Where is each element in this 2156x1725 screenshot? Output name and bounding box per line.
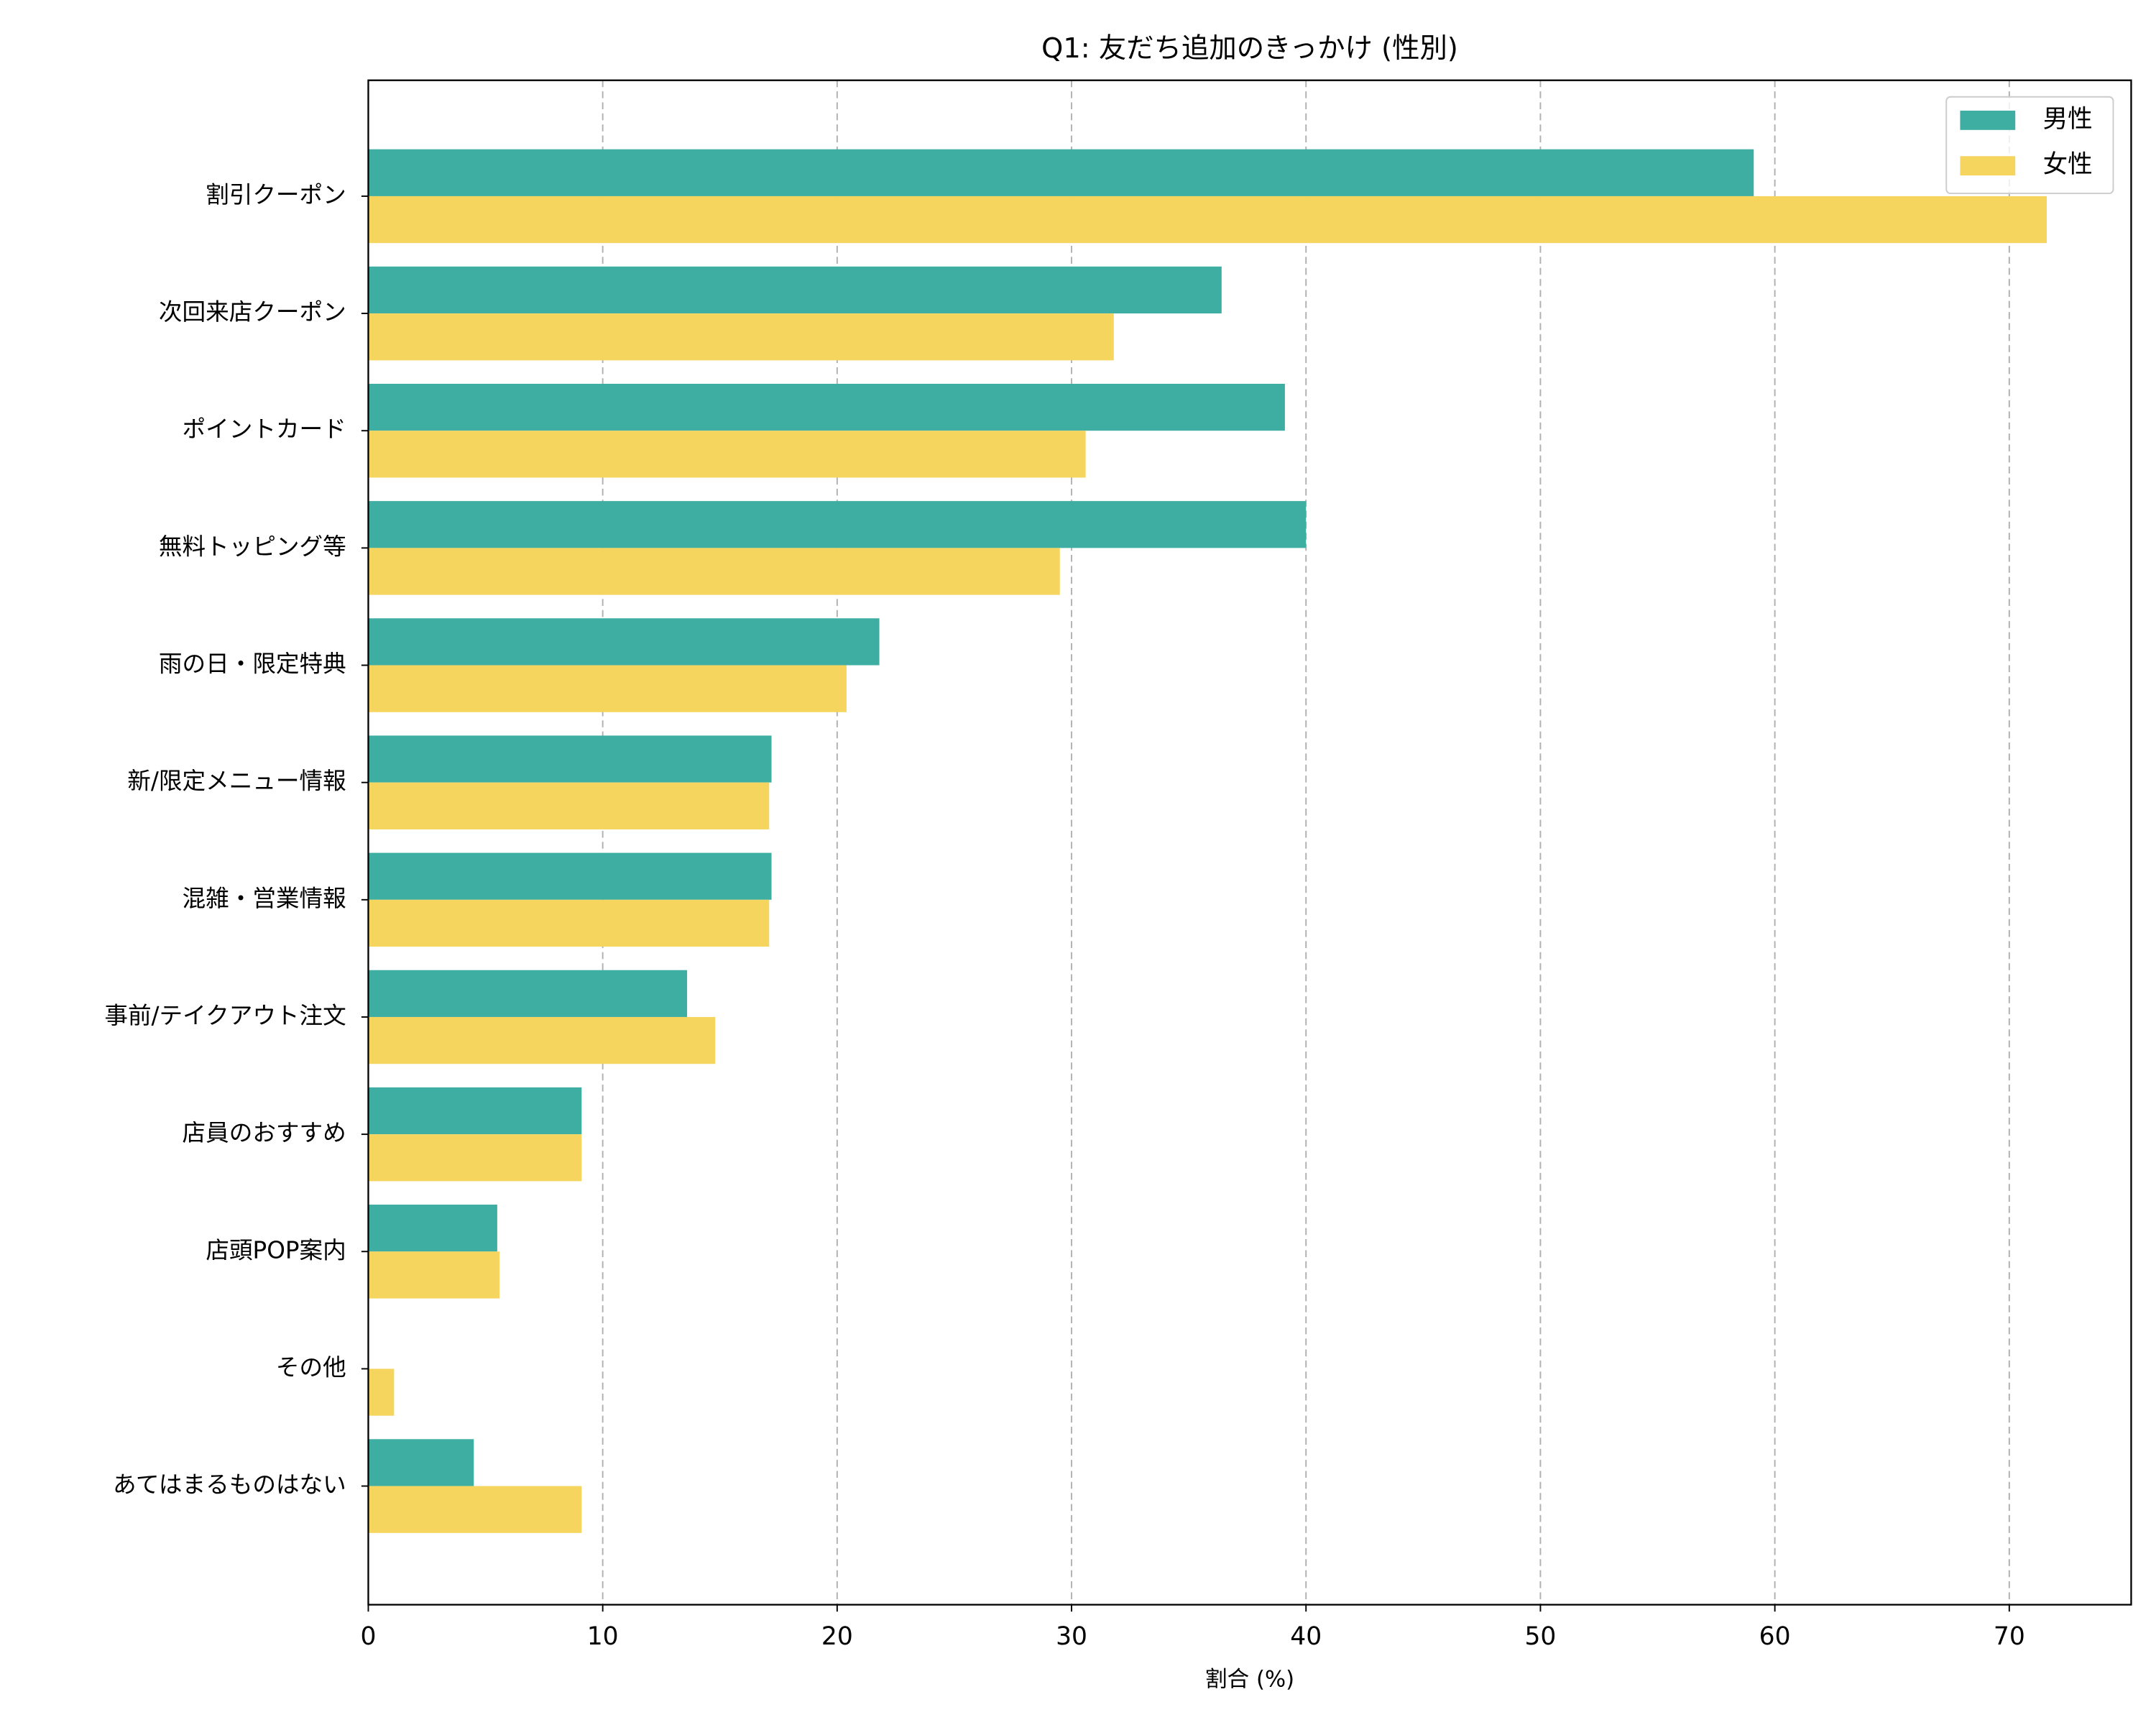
bar	[368, 735, 772, 783]
bar	[368, 1134, 582, 1182]
bar	[368, 852, 772, 900]
x-tick-label: 70	[1994, 1622, 2025, 1651]
y-tick-label: 次回来店クーポン	[159, 298, 346, 326]
y-tick-label: 無料トッピング等	[159, 533, 346, 560]
bar	[368, 1368, 395, 1416]
legend-label: 女性	[2043, 150, 2093, 179]
bar	[368, 548, 1060, 595]
axes-frame	[367, 79, 2132, 1606]
bar	[368, 313, 1114, 361]
bar	[368, 970, 688, 1017]
bar	[368, 383, 1285, 431]
legend-swatch	[1960, 156, 2016, 176]
bar	[368, 618, 880, 666]
y-tick-label: 割引クーポン	[206, 181, 346, 208]
x-tick-label: 10	[587, 1622, 619, 1651]
x-tick-label: 20	[821, 1622, 853, 1651]
legend-swatch	[1960, 110, 2016, 130]
bar	[368, 665, 847, 712]
x-tick-label: 60	[1759, 1622, 1791, 1651]
legend-label: 男性	[2043, 105, 2093, 134]
bar	[368, 196, 2047, 244]
x-tick-label: 40	[1290, 1622, 1322, 1651]
y-tick-label: ポイントカード	[182, 415, 346, 443]
y-tick-label: その他	[276, 1353, 346, 1381]
x-tick-label: 0	[360, 1622, 376, 1651]
bar	[368, 266, 1222, 314]
bar	[368, 899, 770, 947]
bar	[368, 1205, 497, 1252]
bar	[368, 1486, 582, 1533]
y-tick-label: 混雑・営業情報	[182, 885, 346, 912]
bar	[368, 1439, 474, 1486]
bar	[368, 431, 1086, 478]
bar	[368, 1087, 582, 1135]
y-tick-label: 雨の日・限定特典	[159, 650, 346, 678]
bar	[368, 149, 1754, 196]
chart-title: Q1: 友だち追加のきっかけ (性別)	[1041, 32, 1458, 65]
x-tick-label: 30	[1056, 1622, 1087, 1651]
y-tick-label: 店員のおすすめ	[182, 1119, 346, 1146]
bar	[368, 501, 1307, 548]
y-tick-label: 店頭POP案内	[206, 1236, 346, 1264]
bar	[368, 782, 770, 829]
x-axis-label: 割合 (%)	[1205, 1667, 1294, 1693]
y-tick-label: 事前/テイクアウト注文	[104, 1002, 346, 1029]
x-tick-label: 50	[1524, 1622, 1556, 1651]
y-tick-label: あてはまるものはない	[113, 1471, 346, 1499]
y-tick-label: 新/限定メニュー情報	[127, 768, 346, 795]
bar	[368, 1251, 500, 1299]
bar	[368, 1016, 716, 1064]
